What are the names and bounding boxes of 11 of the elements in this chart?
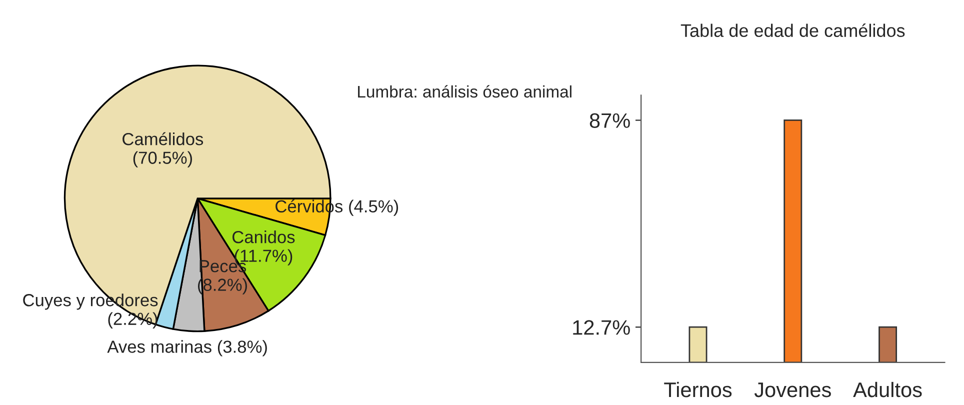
x-tick-label: Adultos (853, 382, 922, 398)
data-label: (70.5%) (133, 151, 192, 168)
text: Lumbra: análisis óseo animal (358, 85, 572, 98)
chart-title: Tabla de edad de camélidos (680, 24, 905, 38)
x-tick-label: Jovenes (754, 382, 831, 398)
slice-label: Canidos (232, 230, 295, 244)
y-tick-label: 87% (590, 113, 630, 128)
x-tick-label: Tiernos (664, 382, 732, 398)
slice-label: Aves marinas (3.8%) (107, 340, 267, 356)
slice-label: Camélidos (122, 132, 204, 146)
y-tick-label: 12.7% (573, 320, 630, 335)
